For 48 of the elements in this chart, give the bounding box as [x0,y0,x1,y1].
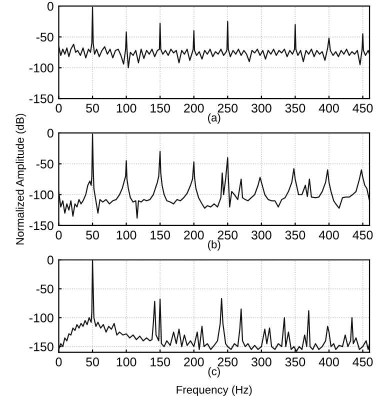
x-tick-label: 100 [116,230,136,240]
x-tick-label: 250 [218,230,238,240]
text: (c) [208,367,220,378]
x-tick-label: 0 [56,104,62,113]
x-tick-label: 150 [150,104,170,113]
text: (a) [208,113,220,124]
y-tick-label: -100 [29,313,54,322]
x-tick-label: 200 [184,230,204,240]
y-axis-title: Normalized Amplitude (dB) [16,114,26,244]
y-tick-label: 0 [47,128,54,138]
x-tick-label: 350 [285,104,306,113]
x-tick-label: 250 [218,104,238,113]
x-tick-label: 300 [251,358,272,366]
x-tick-label: 150 [150,230,170,240]
y-tick-label: -150 [29,94,54,104]
x-tick-label: 100 [116,104,136,113]
x-tick-label: 200 [184,358,204,366]
x-tick-label: 350 [285,230,306,240]
x-tick-label: 400 [318,358,339,366]
x-tick-label: 50 [86,230,99,240]
x-tick-label: 150 [150,358,170,366]
y-tick-label: -150 [29,342,54,352]
x-tick-label: 200 [184,104,204,113]
x-tick-label: 400 [318,230,339,240]
x-tick-label: 100 [116,358,136,366]
x-tick-label: 50 [86,104,99,113]
x-tick-label: 450 [352,230,373,240]
y-tick-label: -50 [36,284,54,294]
y-tick-label: -100 [29,64,54,72]
y-tick-label: -100 [29,190,54,200]
y-tick-label: 0 [47,2,54,11]
x-tick-label: 0 [56,230,62,240]
line-series [58,260,370,352]
x-tick-label: 50 [86,358,99,366]
y-tick-label: 0 [47,256,54,265]
x-tick-label: 450 [352,358,373,366]
text: (b) [208,240,220,251]
y-tick-label: -50 [36,160,54,168]
x-tick-label: 400 [318,104,339,113]
x-tick-label: 300 [251,104,272,113]
y-tick-label: -50 [36,32,54,42]
x-tick-label: 350 [285,358,306,366]
y-tick-label: -150 [29,221,54,230]
x-tick-label: 450 [352,104,373,113]
x-tick-label: 300 [251,230,272,240]
x-tick-label: 0 [56,358,62,366]
x-axis-title: Frequency (Hz) [176,386,252,396]
x-tick-label: 250 [218,358,238,366]
